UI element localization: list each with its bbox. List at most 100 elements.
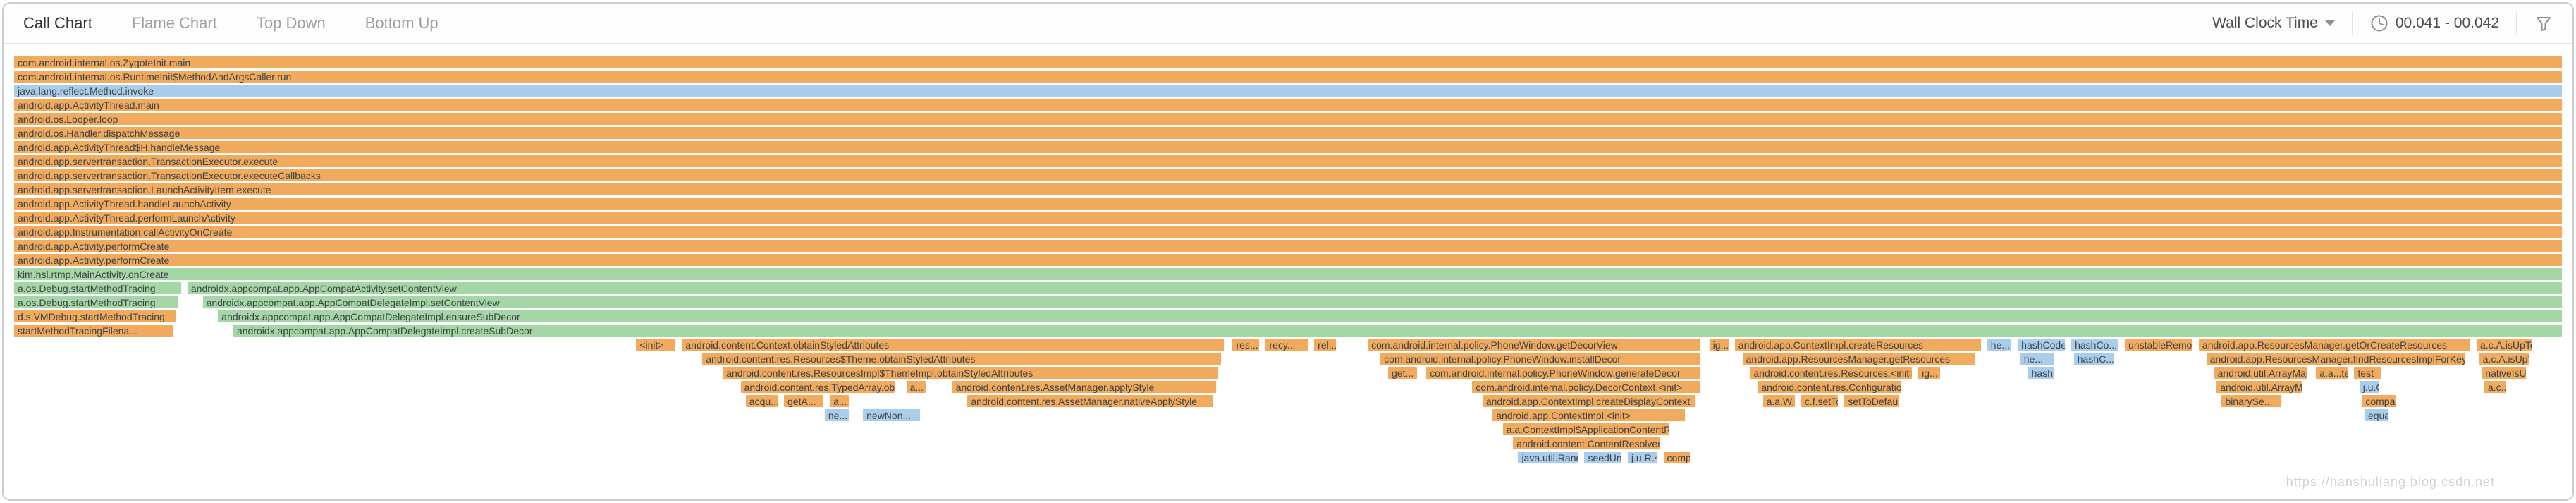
flame-segment[interactable]: android.content.res.TypedArray.obtain xyxy=(740,380,896,394)
flame-segment[interactable]: compa... xyxy=(1662,451,1691,464)
flame-segment[interactable]: a.a.ContextImpl$ApplicationContentResolv… xyxy=(1502,423,1671,436)
flame-segment[interactable]: test xyxy=(2353,366,2382,380)
flame-segment[interactable]: android.app.ActivityThread.main xyxy=(13,98,2563,111)
chart-tabs: Call Chart Flame Chart Top Down Bottom U… xyxy=(23,14,438,32)
tab-bottom-up[interactable]: Bottom Up xyxy=(364,14,438,32)
profiler-toolbar: Call Chart Flame Chart Top Down Bottom U… xyxy=(4,4,2572,44)
flame-segment[interactable]: hashC... xyxy=(2073,352,2114,365)
flame-segment[interactable]: android.app.ResourcesManager.getOrCreate… xyxy=(2197,338,2471,351)
flame-segment[interactable]: androidx.appcompat.app.AppCompatActivity… xyxy=(186,281,2563,295)
flame-segment[interactable]: androidx.appcompat.app.AppCompatDelegate… xyxy=(232,324,2563,337)
flame-segment[interactable]: com.android.internal.policy.DecorContext… xyxy=(1471,380,1701,394)
flame-segment[interactable]: getA... xyxy=(783,394,824,408)
flame-segment[interactable]: ig... xyxy=(1918,366,1941,380)
clock-icon xyxy=(2371,15,2388,32)
chevron-down-icon xyxy=(2324,20,2335,26)
flame-segment[interactable]: rel... xyxy=(1313,338,1337,351)
flame-segment[interactable]: android.app.servertransaction.Transactio… xyxy=(13,169,2563,182)
flame-segment[interactable]: j.u.R.<init> xyxy=(1626,451,1658,464)
flame-segment[interactable]: j.u.O.e... xyxy=(2358,380,2379,394)
flame-segment[interactable]: com.android.internal.os.RuntimeInit$Meth… xyxy=(13,70,2563,83)
flame-segment[interactable]: android.content.res.AssetManager.nativeA… xyxy=(967,394,1215,408)
flame-segment[interactable]: android.app.ResourcesManager.getResource… xyxy=(1741,352,1977,365)
flame-segment[interactable]: android.util.ArrayMap.indexOfKey xyxy=(2216,380,2303,394)
flame-segment[interactable]: c.f.setTo... xyxy=(1800,394,1839,408)
flame-segment[interactable]: kim.hsl.rtmp.MainActivity.onCreate xyxy=(13,267,2563,281)
flame-segment[interactable]: android.util.ArrayMap.get xyxy=(2213,366,2308,380)
toolbar-separator xyxy=(2516,12,2517,35)
filter-icon[interactable] xyxy=(2534,14,2553,32)
flame-segment[interactable]: android.content.ContentResolver.<init> xyxy=(1512,437,1660,450)
flame-segment[interactable]: android.app.Instrumentation.callActivity… xyxy=(13,225,2563,238)
time-range: 00.041 - 00.042 xyxy=(2370,14,2499,32)
flame-segment[interactable]: a.os.Debug.startMethodTracing xyxy=(13,281,182,295)
flame-segment[interactable]: a.c... xyxy=(2483,380,2507,394)
flame-segment[interactable]: seedUniquif... xyxy=(1583,451,1622,464)
toolbar-separator xyxy=(2351,12,2353,35)
flame-segment[interactable]: startMethodTracingFilena... xyxy=(13,324,174,337)
flame-segment[interactable]: he... xyxy=(2019,352,2056,365)
flame-segment[interactable]: android.content.Context.obtainStyledAttr… xyxy=(681,338,1225,351)
clock-mode-label: Wall Clock Time xyxy=(2212,15,2318,31)
flame-segment[interactable]: ig... xyxy=(1708,338,1729,351)
flame-segment[interactable]: nativeIsUpTo... xyxy=(2481,366,2527,380)
flame-segment[interactable]: a.a.W.<init> xyxy=(1762,394,1796,408)
flame-segment[interactable]: binarySe... xyxy=(2221,394,2283,408)
flame-segment[interactable]: compareTo xyxy=(2361,394,2397,408)
flame-segment[interactable]: a.c.A.isUpToDate xyxy=(2476,338,2532,351)
flame-segment[interactable]: <init>- xyxy=(635,338,677,351)
flame-segment[interactable]: a.a...test xyxy=(2315,366,2349,380)
toolbar-right-controls: Wall Clock Time 00.041 - 00.042 xyxy=(2212,12,2553,35)
flame-segment[interactable]: unstableRemoveIf xyxy=(2124,338,2193,351)
flame-segment[interactable]: a... xyxy=(829,394,850,408)
flame-segment[interactable]: androidx.appcompat.app.AppCompatDelegate… xyxy=(202,296,2563,309)
flame-segment[interactable]: hashCode xyxy=(2017,338,2066,351)
flame-segment[interactable]: android.os.Looper.loop xyxy=(13,112,2563,126)
flame-segment[interactable]: android.app.ContextImpl.createResources xyxy=(1734,338,1982,351)
flame-segment[interactable]: newNon... xyxy=(862,408,921,422)
tab-top-down[interactable]: Top Down xyxy=(256,14,326,32)
flame-segment[interactable]: a.c.A.isUpToDate xyxy=(2478,352,2529,365)
flame-segment[interactable]: ne... xyxy=(823,408,850,422)
flame-segment[interactable]: com.android.internal.policy.PhoneWindow.… xyxy=(1367,338,1701,351)
flame-segment[interactable]: android.app.ActivityThread$H.handleMessa… xyxy=(13,140,2563,154)
flame-segment[interactable]: equals xyxy=(2363,408,2390,422)
flame-segment[interactable]: java.lang.reflect.Method.invoke xyxy=(13,84,2563,97)
flame-segment[interactable]: res... xyxy=(1232,338,1261,351)
flame-segment[interactable]: d.s.VMDebug.startMethodTracing xyxy=(13,310,177,323)
tab-call-chart[interactable]: Call Chart xyxy=(23,14,92,32)
flame-segment[interactable]: acqu... xyxy=(744,394,778,408)
flame-segment[interactable]: android.app.ContextImpl.<init> xyxy=(1492,408,1686,422)
flame-segment[interactable]: android.os.Handler.dispatchMessage xyxy=(13,126,2563,140)
flame-segment[interactable]: hashCo... xyxy=(2071,338,2119,351)
flame-segment[interactable]: android.app.ActivityThread.handleLaunchA… xyxy=(13,197,2563,210)
tab-flame-chart[interactable]: Flame Chart xyxy=(131,14,217,32)
clock-mode-dropdown[interactable]: Wall Clock Time xyxy=(2212,15,2335,32)
flame-segment[interactable]: android.app.Activity.performCreate xyxy=(13,253,2563,267)
flame-segment[interactable]: a.os.Debug.startMethodTracing xyxy=(13,296,180,309)
flame-segment[interactable]: com.android.internal.policy.PhoneWindow.… xyxy=(1425,366,1701,380)
flame-segment[interactable]: a... xyxy=(905,380,926,394)
flame-segment[interactable]: androidx.appcompat.app.AppCompatDelegate… xyxy=(217,310,2563,323)
flame-segment[interactable]: com.android.internal.os.ZygoteInit.main xyxy=(13,56,2563,69)
flame-segment[interactable]: android.content.res.AssetManager.applySt… xyxy=(951,380,1217,394)
call-chart-canvas[interactable]: com.android.internal.os.ZygoteInit.main c… xyxy=(13,56,2563,466)
flame-segment[interactable]: android.app.ContextImpl.createDisplayCon… xyxy=(1481,394,1696,408)
flame-segment[interactable]: android.content.res.Configuration.<init> xyxy=(1757,380,1903,394)
flame-segment[interactable]: android.content.res.ResourcesImpl$ThemeI… xyxy=(722,366,1220,380)
flame-segment[interactable]: android.app.servertransaction.Transactio… xyxy=(13,154,2563,168)
flame-segment[interactable]: java.util.Random.<init> xyxy=(1517,451,1579,464)
flame-segment[interactable]: android.content.res.Resources$Theme.obta… xyxy=(701,352,1222,365)
flame-segment[interactable]: android.content.res.Resources.<init> xyxy=(1749,366,1913,380)
flame-segment[interactable]: get... xyxy=(1387,366,1418,380)
flame-segment[interactable]: android.app.servertransaction.LaunchActi… xyxy=(13,183,2563,196)
flame-segment[interactable]: android.app.Activity.performCreate xyxy=(13,239,2563,253)
flame-segment[interactable]: setToDefaults xyxy=(1844,394,1900,408)
flame-segment[interactable]: hash... xyxy=(2027,366,2056,380)
flame-segment[interactable]: android.app.ResourcesManager.findResourc… xyxy=(2205,352,2466,365)
flame-segment[interactable]: recy... xyxy=(1265,338,1308,351)
flame-segment[interactable]: com.android.internal.policy.PhoneWindow.… xyxy=(1380,352,1701,365)
flame-segment[interactable]: he... xyxy=(1986,338,2012,351)
watermark: https://hanshuliang.blog.csdn.net xyxy=(2286,475,2495,489)
flame-segment[interactable]: android.app.ActivityThread.performLaunch… xyxy=(13,211,2563,224)
